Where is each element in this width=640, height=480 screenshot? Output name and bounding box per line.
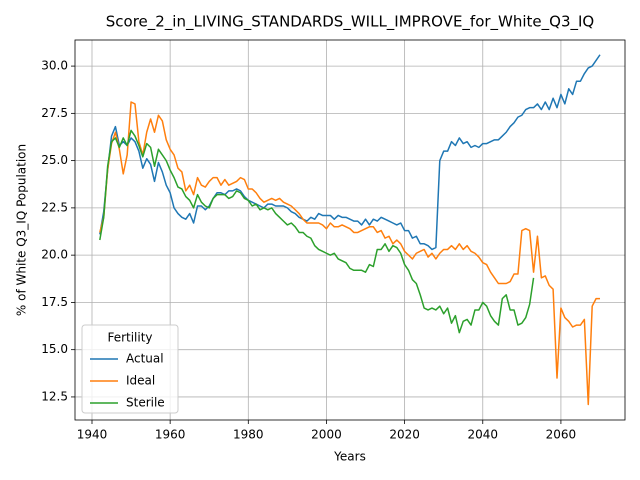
x-tick-label: 1980: [233, 428, 264, 442]
x-tick-label: 1940: [77, 428, 108, 442]
x-axis-label: Years: [333, 450, 366, 464]
y-tick-label: 30.0: [41, 59, 68, 73]
y-tick-label: 12.5: [41, 389, 68, 403]
y-tick-label: 27.5: [41, 106, 68, 120]
y-tick-label: 20.0: [41, 248, 68, 262]
y-axis-label: % of White Q3_IQ Population: [15, 144, 29, 316]
series-line: [99, 54, 601, 251]
legend: Fertility Actual Ideal Sterile: [81, 324, 179, 414]
chart-title: Score_2_in_LIVING_STANDARDS_WILL_IMPROVE…: [106, 13, 595, 32]
x-tick-label: 2040: [467, 428, 498, 442]
series-line: [99, 101, 600, 406]
x-tick-label: 2000: [311, 428, 342, 442]
legend-label: Sterile: [126, 396, 165, 410]
y-tick-label: 17.5: [41, 295, 68, 309]
legend-label: Actual: [126, 352, 164, 366]
x-tick-label: 1960: [155, 428, 186, 442]
legend-box: [81, 324, 179, 414]
x-tick-label: 2060: [546, 428, 577, 442]
y-tick-label: 25.0: [41, 153, 68, 167]
x-tick-label: 2020: [389, 428, 420, 442]
y-tick-label: 22.5: [41, 200, 68, 214]
y-tick-label: 15.0: [41, 342, 68, 356]
plot-frame: [74, 39, 626, 421]
series-line: [99, 129, 535, 334]
legend-title: Fertility: [107, 331, 152, 345]
legend-label: Ideal: [126, 374, 155, 388]
